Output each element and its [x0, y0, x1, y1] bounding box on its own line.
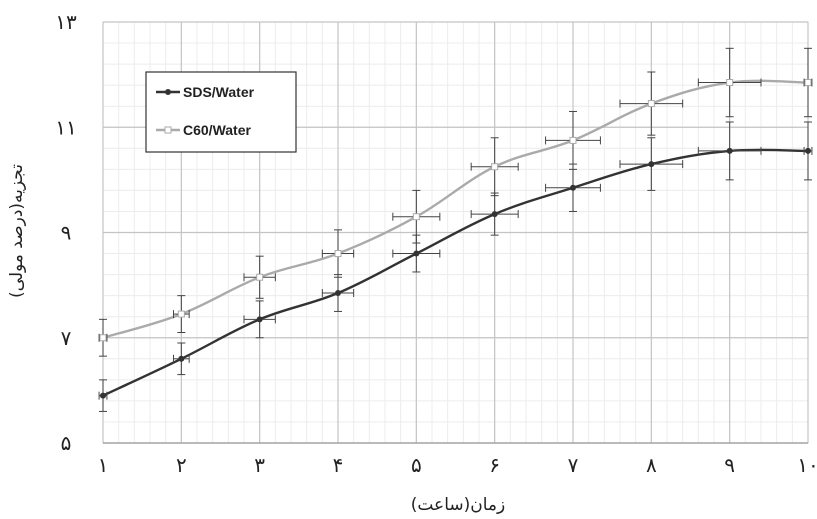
y-tick-label: ١٣ — [55, 10, 77, 34]
x-tick-label: ۴ — [333, 453, 344, 477]
x-tick-label: ٣ — [254, 453, 265, 477]
series-layer — [98, 47, 813, 412]
legend-marker — [164, 126, 172, 134]
x-tick-label: ٧ — [568, 453, 579, 477]
x-tick-label: ۵ — [411, 453, 422, 477]
tick-labels: ١ ٢ ٣ ۴ ۵ ۶ ٧ ٨ ٩ ١٠ ۵ ٧ ٩ ١١ ١٣ — [55, 10, 817, 477]
data-point — [491, 163, 499, 171]
data-point — [804, 79, 812, 87]
y-tick-label: ١١ — [55, 115, 76, 139]
legend-label: C60/Water — [183, 122, 252, 138]
x-tick-label: ١٠ — [797, 453, 817, 477]
x-tick-label: ١ — [98, 453, 109, 477]
x-axis-label: زمان(ساعت) — [411, 495, 506, 515]
x-tick-label: ۶ — [489, 453, 500, 477]
legend-label: SDS/Water — [183, 84, 255, 100]
data-point — [570, 184, 576, 191]
data-point — [569, 136, 577, 144]
y-axis-label: تجزیه(درصد مولی) — [7, 164, 27, 298]
data-point — [177, 310, 185, 318]
data-point — [412, 213, 420, 221]
y-tick-label: ۵ — [61, 431, 72, 455]
x-tick-label: ٢ — [176, 453, 187, 477]
x-tick-label: ٩ — [724, 453, 735, 477]
data-point — [256, 273, 264, 281]
y-tick-label: ٧ — [61, 326, 72, 350]
data-point — [805, 147, 811, 154]
data-point — [726, 147, 733, 154]
series-line — [102, 79, 809, 339]
data-point — [334, 250, 342, 258]
data-point — [256, 316, 263, 323]
legend-box — [145, 71, 297, 153]
legend-marker — [165, 89, 171, 95]
data-point — [335, 290, 341, 297]
data-point — [178, 355, 185, 362]
data-point — [413, 250, 420, 257]
y-tick-label: ٩ — [61, 221, 72, 245]
legend: SDS/Water C60/Water — [145, 71, 297, 153]
data-point — [648, 161, 655, 168]
data-point — [726, 79, 734, 87]
series-line — [102, 148, 809, 397]
x-tick-label: ٨ — [646, 453, 657, 477]
data-point — [100, 392, 106, 399]
data-point — [99, 334, 107, 342]
series-c60-water — [98, 47, 813, 357]
data-point — [647, 100, 655, 108]
data-point — [491, 211, 498, 218]
